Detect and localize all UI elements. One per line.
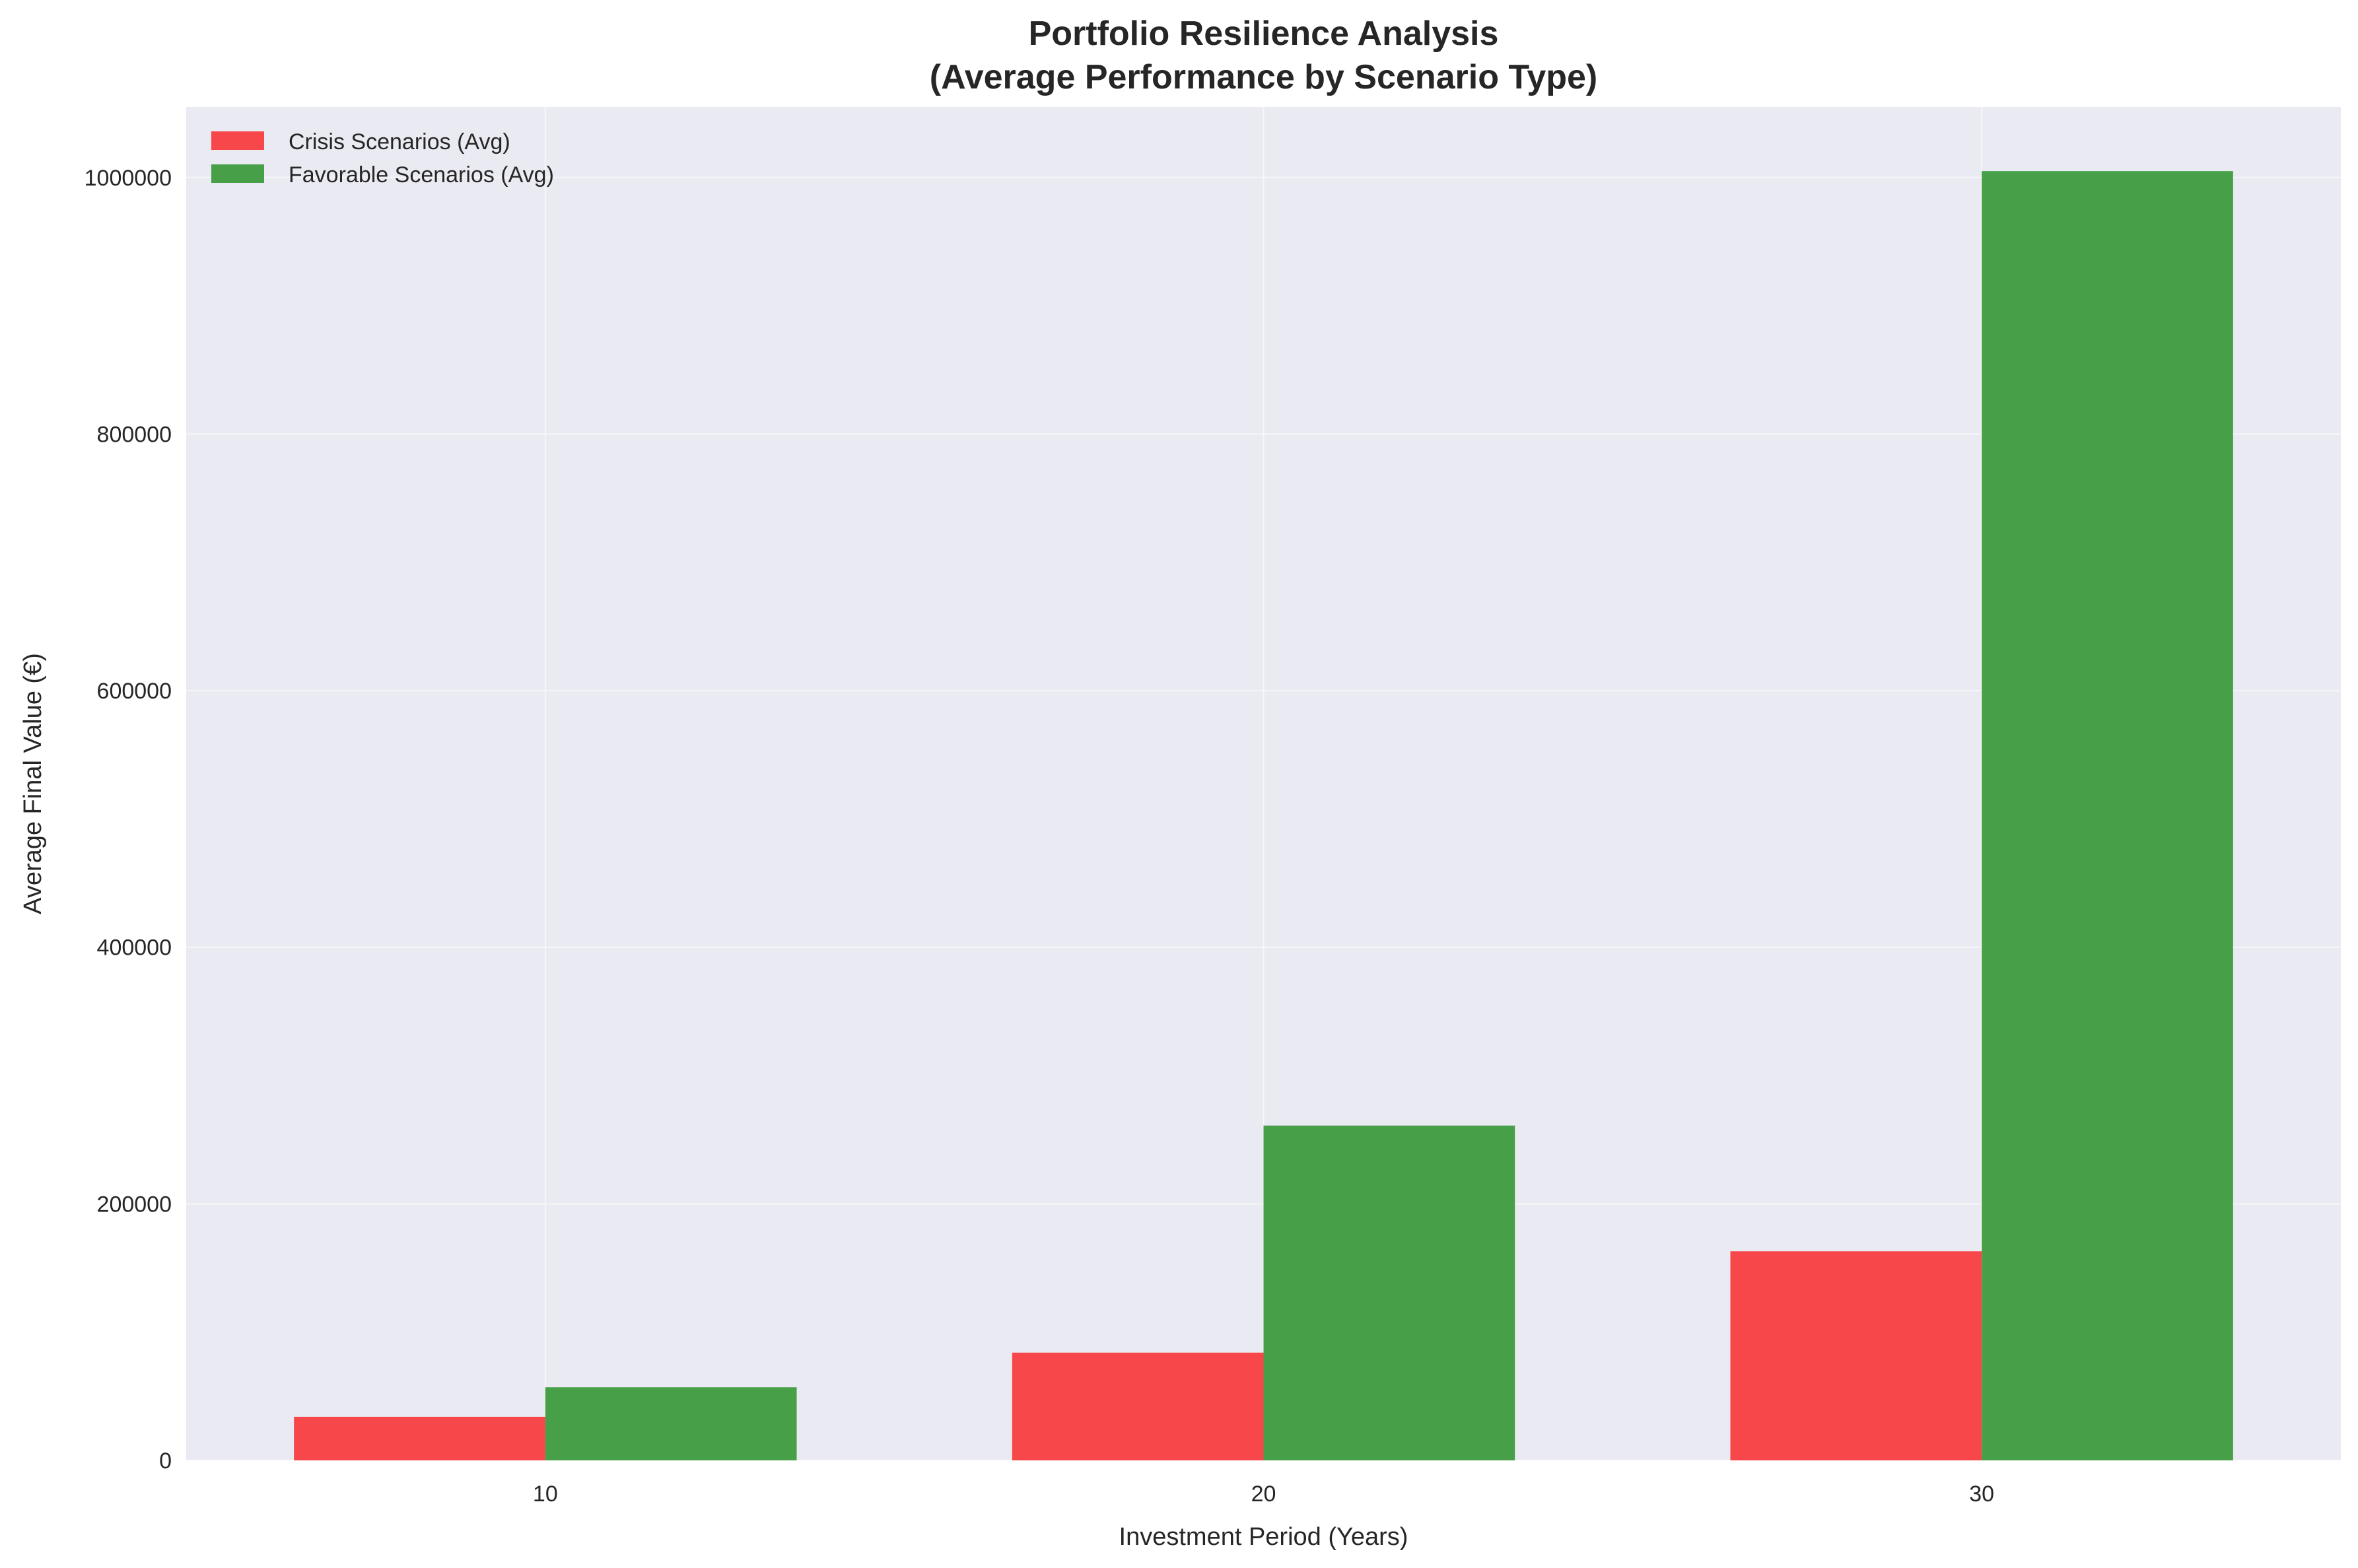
x-tick-label: 10 [533,1482,558,1507]
legend-swatch-crisis [211,131,264,150]
y-tick-label: 1000000 [85,166,172,191]
y-tick-label: 800000 [97,422,172,447]
y-tick-label: 0 [159,1449,172,1474]
crisis-bar-10 [294,1416,545,1460]
tick-labels: 0 200000 400000 600000 800000 1000000 10 20 30 [85,166,1994,1507]
favorable-bar-30 [1982,171,2233,1461]
legend-label-favorable: Favorable Scenarios (Avg) [289,162,554,187]
chart-title-line-2: (Average Performance by Scenario Type) [930,58,1598,96]
crisis-bar-30 [1730,1251,1982,1460]
chart-title-line-1: Portfolio Resilience Analysis [1029,15,1499,53]
crisis-bar-20 [1012,1352,1264,1460]
legend: Crisis Scenarios (Avg) Favorable Scenari… [211,129,554,187]
y-tick-label: 400000 [97,936,172,961]
y-tick-label: 200000 [97,1192,172,1217]
x-tick-label: 20 [1251,1482,1276,1507]
bars [294,171,2233,1461]
x-tick-label: 30 [1969,1482,1994,1507]
y-tick-label: 600000 [97,679,172,704]
legend-swatch-favorable [211,164,264,183]
x-axis-label: Investment Period (Years) [1119,1523,1408,1551]
favorable-bar-20 [1263,1125,1515,1460]
favorable-bar-10 [545,1387,797,1460]
legend-label-crisis: Crisis Scenarios (Avg) [289,129,510,154]
y-axis-label: Average Final Value (€) [19,653,47,914]
